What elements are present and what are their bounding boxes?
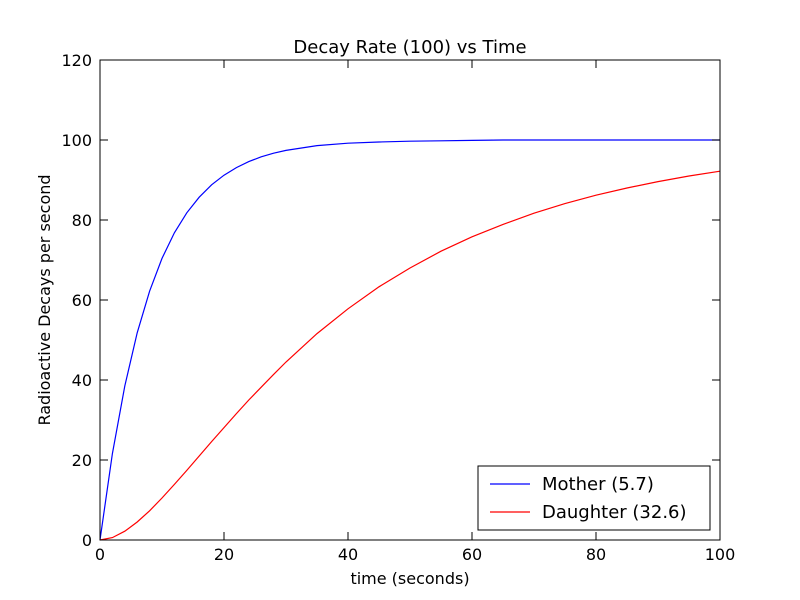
plot-area: 0 20 40 60 80 100 0 20 40 60 80 100 120: [61, 51, 735, 564]
y-tick-label: 80: [72, 211, 92, 230]
legend-label: Daughter (32.6): [542, 502, 687, 523]
legend-box: [477, 465, 711, 531]
y-tick-label: 100: [61, 131, 92, 150]
chart-title: Decay Rate (100) vs Time: [293, 37, 526, 58]
legend-label: Mother (5.7): [542, 474, 654, 495]
y-tick-label: 60: [72, 291, 92, 310]
x-tick-label: 40: [338, 545, 358, 564]
y-axis-label: Radioactive Decays per second: [35, 174, 54, 425]
series-line-daughter: [99, 170, 721, 541]
legend: Mother (5.7) Daughter (32.6): [477, 465, 711, 531]
x-tick-label: 100: [705, 545, 736, 564]
x-tick-label: 60: [462, 545, 482, 564]
x-tick-label: 80: [586, 545, 606, 564]
x-axis-label: time (seconds): [350, 569, 469, 588]
y-tick-label: 40: [72, 371, 92, 390]
y-tick-label: 0: [82, 531, 92, 550]
x-tick-label: 20: [214, 545, 234, 564]
y-tick-label: 120: [61, 51, 92, 70]
y-tick-label: 20: [72, 451, 92, 470]
x-tick-label: 0: [95, 545, 105, 564]
series-line-mother: [99, 139, 720, 541]
